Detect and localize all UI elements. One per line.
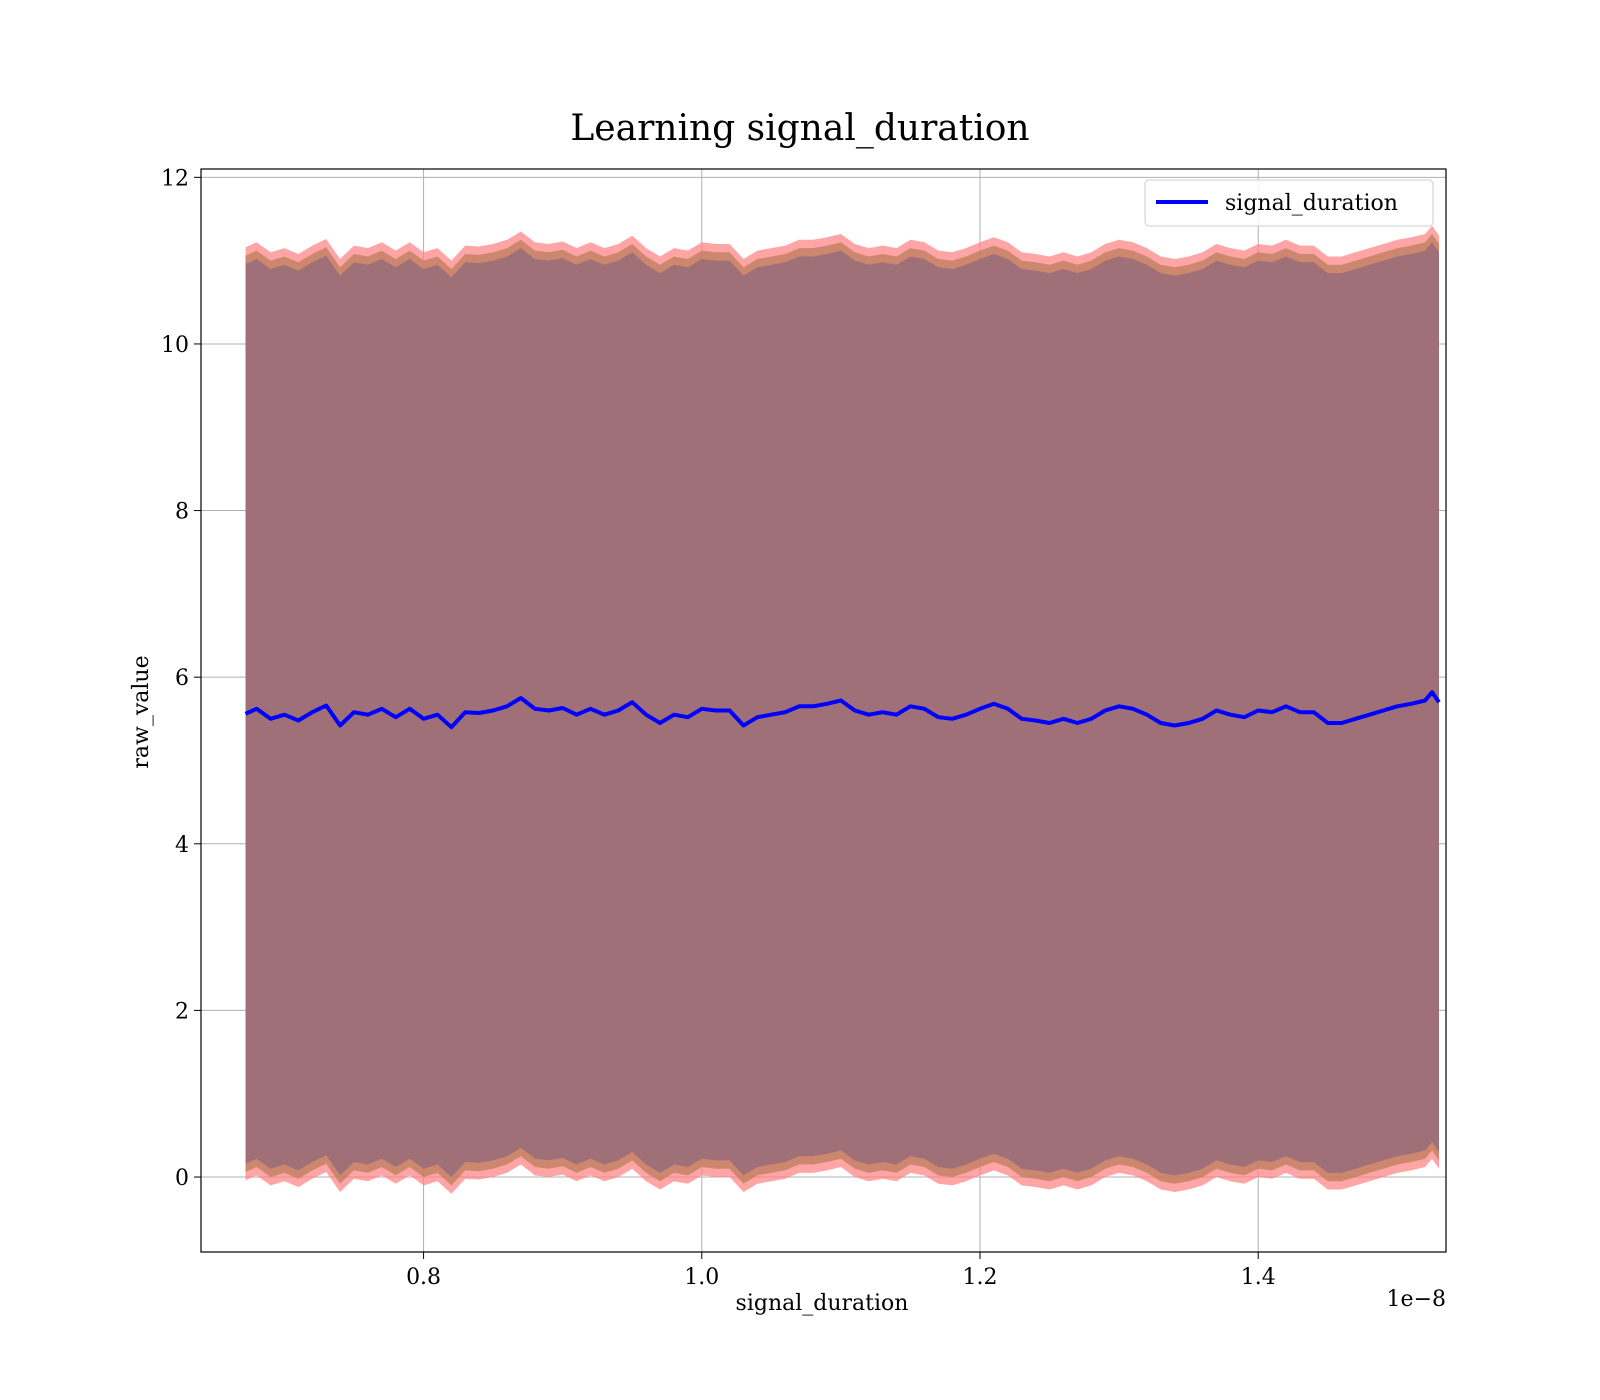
plot-frame xyxy=(200,168,1447,1253)
y-tick-label: 12 xyxy=(161,166,189,191)
y-tick-label: 10 xyxy=(161,333,189,358)
y-axis: 0 2 4 6 8 10 12 xyxy=(161,166,201,1191)
y-tick-label: 6 xyxy=(175,666,189,691)
x-axis: 0.8 1.0 1.2 1.4 xyxy=(406,1252,1276,1290)
y-tick-label: 0 xyxy=(175,1166,189,1191)
y-tick-label: 8 xyxy=(175,500,189,525)
chart-title: Learning signal_duration xyxy=(570,108,1029,149)
x-tick-label: 0.8 xyxy=(406,1265,441,1290)
x-axis-offset-label: 1e−8 xyxy=(1387,1287,1446,1312)
x-tick-label: 1.0 xyxy=(684,1265,719,1290)
x-tick-label: 1.4 xyxy=(1241,1265,1276,1290)
confidence-bands xyxy=(245,225,1439,1194)
y-axis-label: raw_value xyxy=(129,655,154,768)
plot-area xyxy=(200,168,1447,1253)
legend: signal_duration xyxy=(1144,179,1434,227)
x-axis-label: signal_duration xyxy=(736,1291,909,1316)
series-line-signal-duration xyxy=(244,690,1441,730)
inner-band xyxy=(245,242,1439,1178)
y-tick-label: 2 xyxy=(175,999,189,1024)
legend-label: signal_duration xyxy=(1225,191,1398,216)
x-tick-label: 1.2 xyxy=(962,1265,997,1290)
y-tick-label: 4 xyxy=(175,833,189,858)
legend-box xyxy=(1144,179,1434,227)
series-layer xyxy=(244,690,1441,730)
